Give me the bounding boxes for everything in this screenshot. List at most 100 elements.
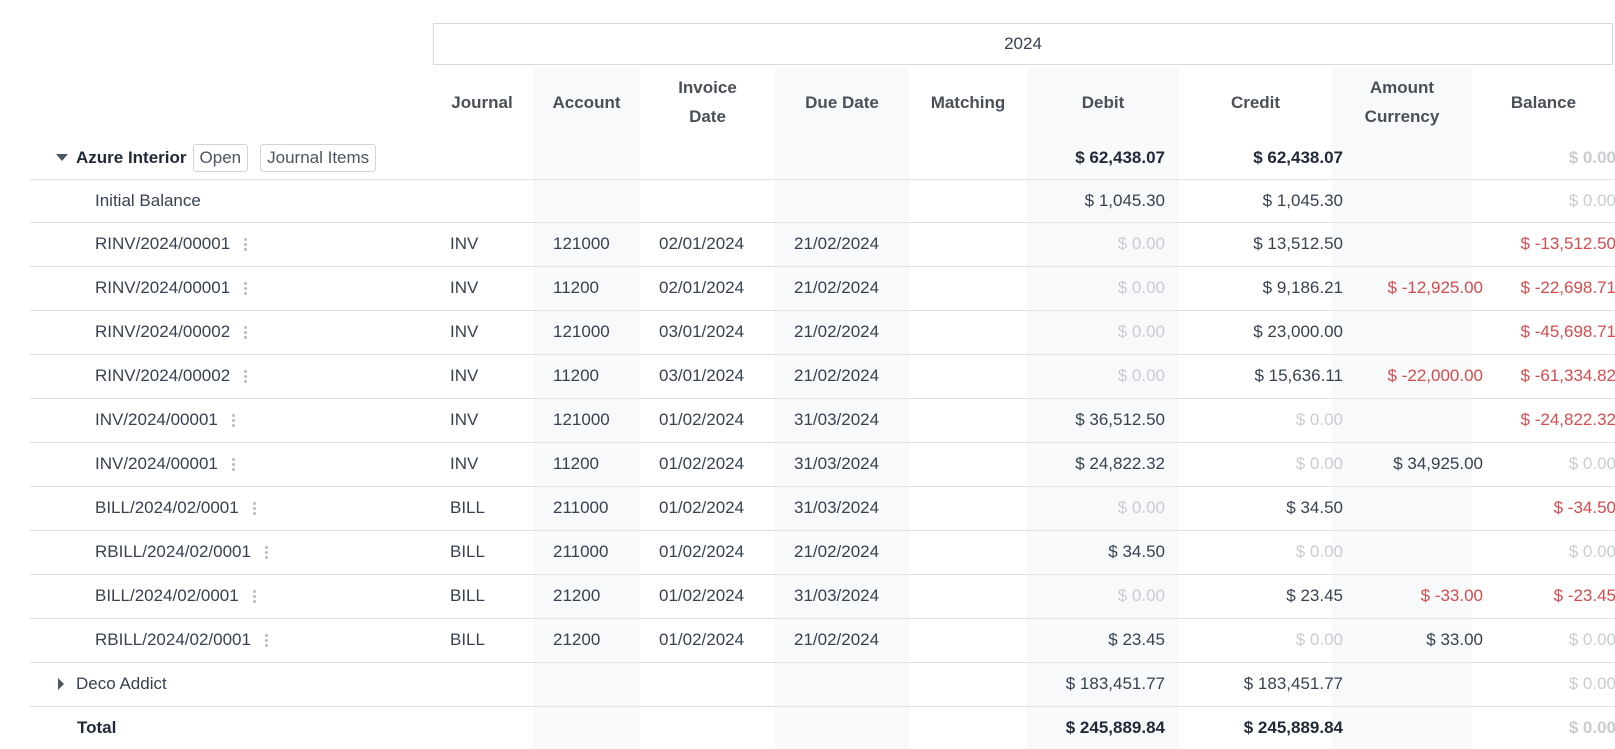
- amount-currency-cell: [1332, 310, 1483, 354]
- table-row[interactable]: BILL/2024/02/0001 BILL 211000 01/02/2024…: [30, 486, 1615, 531]
- group-name[interactable]: Deco Addict: [76, 674, 167, 694]
- group-row-deco-addict[interactable]: Deco Addict $ 183,451.77 $ 183,451.77 $ …: [30, 662, 1615, 707]
- initial-balance-credit: $ 1,045.30: [1179, 179, 1343, 222]
- account-cell: 11200: [553, 442, 599, 486]
- initial-balance-row[interactable]: Initial Balance $ 1,045.30 $ 1,045.30 $ …: [30, 179, 1615, 223]
- account-cell: 121000: [553, 222, 610, 266]
- table-row[interactable]: BILL/2024/02/0001 BILL 21200 01/02/2024 …: [30, 574, 1615, 619]
- total-row: Total $ 245,889.84 $ 245,889.84 $ 0.00: [30, 706, 1615, 749]
- group-name[interactable]: Azure Interior: [76, 148, 187, 168]
- credit-cell: $ 15,636.11: [1179, 354, 1343, 398]
- caret-down-icon[interactable]: [56, 154, 68, 161]
- more-options-icon[interactable]: [244, 370, 247, 383]
- amount-currency-cell: $ -12,925.00: [1332, 266, 1483, 310]
- invoice-date-cell: 01/02/2024: [659, 442, 744, 486]
- due-date-cell: 21/02/2024: [794, 266, 879, 310]
- journal-cell: INV: [450, 354, 478, 398]
- due-date-cell: 21/02/2024: [794, 530, 879, 574]
- account-cell: 11200: [553, 266, 599, 310]
- credit-cell: $ 23.45: [1179, 574, 1343, 618]
- table-row[interactable]: RINV/2024/00001 INV 121000 02/01/2024 21…: [30, 222, 1615, 267]
- balance-cell: $ 0.00: [1472, 442, 1615, 486]
- amount-currency-cell: $ 33.00: [1332, 618, 1483, 662]
- invoice-date-cell: 01/02/2024: [659, 574, 744, 618]
- move-name[interactable]: RINV/2024/00002: [95, 366, 230, 386]
- credit-cell: $ 34.50: [1179, 486, 1343, 530]
- amount-currency-cell: $ -22,000.00: [1332, 354, 1483, 398]
- debit-cell: $ 0.00: [1027, 222, 1165, 266]
- account-cell: 11200: [553, 354, 599, 398]
- due-date-cell: 21/02/2024: [794, 222, 879, 266]
- open-button[interactable]: Open: [193, 144, 249, 172]
- more-options-icon[interactable]: [265, 546, 268, 559]
- total-debit: $ 245,889.84: [1027, 706, 1165, 749]
- move-name[interactable]: BILL/2024/02/0001: [95, 498, 239, 518]
- table-row[interactable]: RBILL/2024/02/0001 BILL 21200 01/02/2024…: [30, 618, 1615, 663]
- table-row[interactable]: RINV/2024/00002 INV 11200 03/01/2024 21/…: [30, 354, 1615, 399]
- caret-right-icon[interactable]: [58, 678, 64, 690]
- more-options-icon[interactable]: [232, 414, 235, 427]
- more-options-icon[interactable]: [253, 502, 256, 515]
- balance-cell: $ -23.45: [1472, 574, 1615, 618]
- group-credit: $ 62,438.07: [1179, 136, 1343, 179]
- header-credit-label: Credit: [1231, 88, 1280, 117]
- more-options-icon[interactable]: [244, 326, 247, 339]
- debit-cell: $ 34.50: [1027, 530, 1165, 574]
- debit-cell: $ 0.00: [1027, 354, 1165, 398]
- move-name[interactable]: RINV/2024/00002: [95, 322, 230, 342]
- header-account-label: Account: [553, 88, 621, 117]
- debit-cell: $ 23.45: [1027, 618, 1165, 662]
- balance-cell: $ -13,512.50: [1472, 222, 1615, 266]
- header-account[interactable]: Account: [533, 68, 640, 136]
- invoice-date-cell: 01/02/2024: [659, 530, 744, 574]
- move-name[interactable]: RINV/2024/00001: [95, 278, 230, 298]
- header-journal-label: Journal: [451, 88, 512, 117]
- debit-cell: $ 36,512.50: [1027, 398, 1165, 442]
- header-debit[interactable]: Debit: [1027, 68, 1179, 136]
- amount-currency-cell: [1332, 530, 1483, 574]
- journal-cell: BILL: [450, 530, 485, 574]
- header-due-date[interactable]: Due Date: [775, 68, 909, 136]
- table-row[interactable]: INV/2024/00001 INV 11200 01/02/2024 31/0…: [30, 442, 1615, 487]
- header-debit-label: Debit: [1082, 88, 1125, 117]
- group-balance: $ 0.00: [1472, 136, 1615, 179]
- move-name[interactable]: BILL/2024/02/0001: [95, 586, 239, 606]
- header-amount-currency[interactable]: Amount Currency: [1332, 68, 1472, 136]
- more-options-icon[interactable]: [244, 282, 247, 295]
- period-header[interactable]: 2024: [433, 23, 1613, 65]
- more-options-icon[interactable]: [244, 238, 247, 251]
- more-options-icon[interactable]: [253, 590, 256, 603]
- invoice-date-cell: 02/01/2024: [659, 266, 744, 310]
- move-name[interactable]: RBILL/2024/02/0001: [95, 630, 251, 650]
- move-name[interactable]: INV/2024/00001: [95, 410, 218, 430]
- journal-items-button[interactable]: Journal Items: [260, 144, 376, 172]
- balance-cell: $ -24,822.32: [1472, 398, 1615, 442]
- header-balance[interactable]: Balance: [1472, 68, 1615, 136]
- move-name[interactable]: RINV/2024/00001: [95, 234, 230, 254]
- more-options-icon[interactable]: [265, 634, 268, 647]
- account-cell: 121000: [553, 310, 610, 354]
- balance-cell: $ 0.00: [1472, 618, 1615, 662]
- account-cell: 21200: [553, 618, 600, 662]
- credit-cell: $ 0.00: [1179, 530, 1343, 574]
- group-row-azure-interior[interactable]: Azure Interior Open Journal Items $ 62,4…: [30, 136, 1615, 180]
- table-row[interactable]: RBILL/2024/02/0001 BILL 211000 01/02/202…: [30, 530, 1615, 575]
- header-journal[interactable]: Journal: [440, 68, 524, 136]
- move-name[interactable]: RBILL/2024/02/0001: [95, 542, 251, 562]
- invoice-date-cell: 02/01/2024: [659, 222, 744, 266]
- table-row[interactable]: RINV/2024/00001 INV 11200 02/01/2024 21/…: [30, 266, 1615, 311]
- initial-balance-label: Initial Balance: [95, 179, 201, 222]
- header-matching[interactable]: Matching: [909, 68, 1027, 136]
- table-row[interactable]: RINV/2024/00002 INV 121000 03/01/2024 21…: [30, 310, 1615, 355]
- credit-cell: $ 9,186.21: [1179, 266, 1343, 310]
- more-options-icon[interactable]: [232, 458, 235, 471]
- header-credit[interactable]: Credit: [1179, 68, 1332, 136]
- debit-cell: $ 24,822.32: [1027, 442, 1165, 486]
- total-credit: $ 245,889.84: [1179, 706, 1343, 749]
- move-name[interactable]: INV/2024/00001: [95, 454, 218, 474]
- invoice-date-cell: 01/02/2024: [659, 398, 744, 442]
- due-date-cell: 31/03/2024: [794, 574, 879, 618]
- table-row[interactable]: INV/2024/00001 INV 121000 01/02/2024 31/…: [30, 398, 1615, 443]
- debit-cell: $ 0.00: [1027, 574, 1165, 618]
- header-invoice-date[interactable]: Invoice Date: [640, 68, 775, 136]
